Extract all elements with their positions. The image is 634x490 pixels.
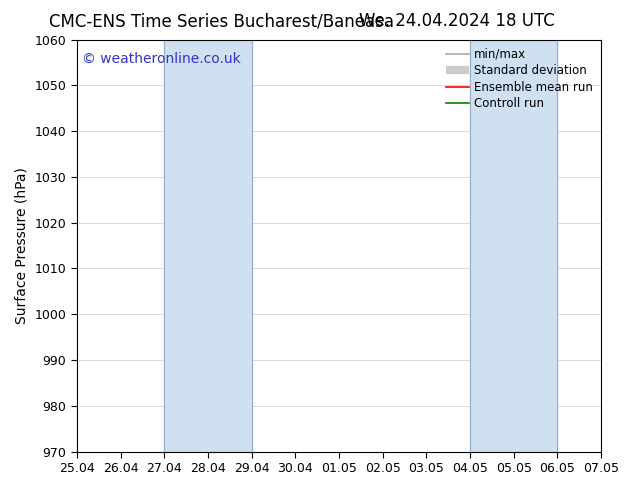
Bar xyxy=(164,40,252,452)
Text: We. 24.04.2024 18 UTC: We. 24.04.2024 18 UTC xyxy=(359,12,554,30)
Text: © weatheronline.co.uk: © weatheronline.co.uk xyxy=(82,52,241,66)
Legend: min/max, Standard deviation, Ensemble mean run, Controll run: min/max, Standard deviation, Ensemble me… xyxy=(443,46,595,113)
Bar xyxy=(470,40,557,452)
Text: CMC-ENS Time Series Bucharest/Baneasa: CMC-ENS Time Series Bucharest/Baneasa xyxy=(49,12,394,30)
Y-axis label: Surface Pressure (hPa): Surface Pressure (hPa) xyxy=(15,167,29,324)
